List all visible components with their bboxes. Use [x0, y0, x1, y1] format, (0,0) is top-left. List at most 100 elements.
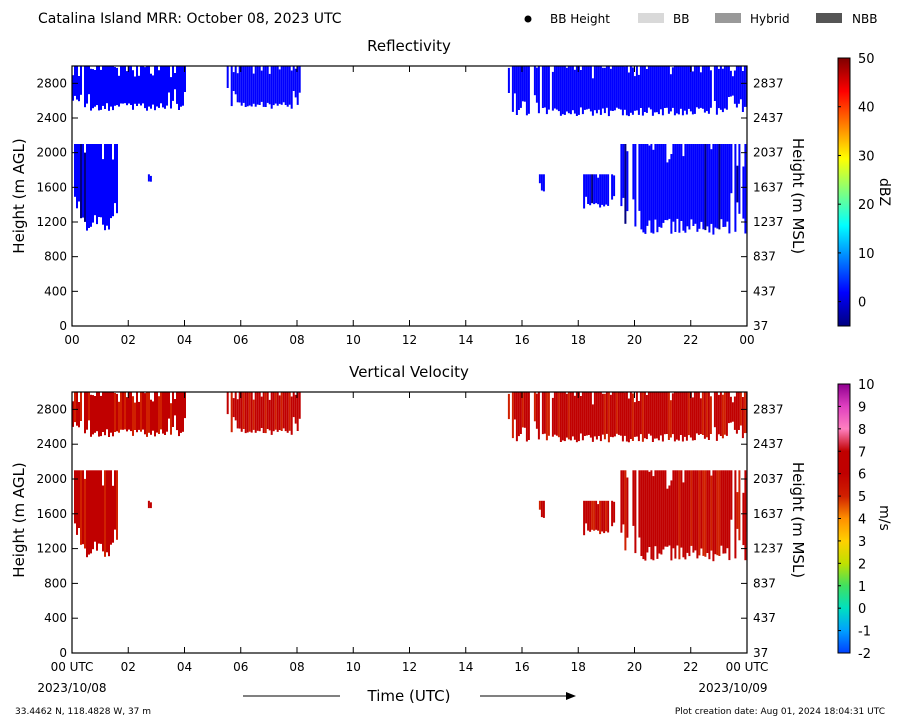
reflectivity-echo-column: [128, 66, 130, 104]
velocity-echo-column: [90, 470, 92, 554]
velocity-y-ticks-right: 37 437 837 1237 1637 2037 2437 2837: [741, 402, 784, 660]
reflectivity-echo-column: [634, 144, 637, 227]
velocity-echo-column: [538, 500, 541, 510]
velocity-echo-column: [662, 470, 665, 550]
velocity-y-tick-label-right: 1637: [753, 507, 784, 521]
reflectivity-y-label-right: Height (m MSL): [789, 138, 807, 254]
reflectivity-y-tick-label-right: 437: [753, 284, 776, 298]
velocity-echo-column: [254, 392, 257, 433]
velocity-echo-column: [553, 392, 556, 435]
velocity-echo-column: [613, 392, 616, 437]
velocity-echo-column: [731, 402, 734, 422]
reflectivity-echo-column: [513, 66, 516, 94]
velocity-echo-column: [238, 392, 241, 429]
velocity-colorbar-tick-label: 3: [858, 535, 866, 550]
reflectivity-echo-column: [296, 66, 299, 105]
velocity-echo-column: [575, 392, 578, 443]
right-arrow-icon: [566, 692, 576, 700]
velocity-echo-column: [118, 401, 120, 433]
reflectivity-echo-column: [637, 74, 640, 115]
reflectivity-colorbar-tick-label: 20: [858, 198, 875, 213]
velocity-echo-column: [739, 392, 742, 426]
reflectivity-echo-column: [164, 66, 166, 109]
velocity-echo-column: [226, 392, 229, 415]
velocity-echo-column: [678, 470, 681, 560]
reflectivity-echo-column: [670, 154, 673, 234]
reflectivity-echo-column: [78, 144, 80, 202]
legend-hybrid-label: Hybrid: [750, 12, 790, 26]
reflectivity-echo-column: [633, 76, 636, 111]
velocity-echo-column: [134, 402, 136, 430]
velocity-echo-column: [689, 392, 692, 438]
bb-height-dot-icon: [524, 15, 532, 23]
reflectivity-echo-column: [226, 66, 229, 88]
velocity-echo-column: [110, 392, 112, 433]
reflectivity-echo-column: [720, 144, 723, 220]
reflectivity-echo-column: [696, 144, 699, 232]
reflectivity-echo-column: [525, 66, 528, 116]
velocity-echo-column: [601, 500, 604, 532]
reflectivity-echo-column: [567, 66, 570, 114]
reflectivity-echo-column: [72, 75, 74, 101]
reflectivity-echo-column: [96, 144, 98, 225]
velocity-echo-column: [541, 392, 544, 435]
velocity-echo-column: [620, 470, 623, 533]
reflectivity-x-tick-label: 00: [739, 333, 754, 347]
reflectivity-echo-column: [533, 66, 536, 96]
velocity-echo-column: [573, 395, 576, 440]
reflectivity-echo-column: [162, 66, 164, 108]
reflectivity-echo-column: [96, 66, 98, 106]
velocity-y-tick-label: 2800: [36, 402, 67, 416]
reflectivity-echo-column: [688, 144, 691, 230]
reflectivity-echo-column: [623, 66, 626, 110]
reflectivity-echo-column: [94, 70, 96, 107]
velocity-data: [72, 392, 747, 562]
velocity-echo-column: [104, 470, 106, 557]
velocity-echo-column: [240, 392, 243, 432]
reflectivity-echo-column: [106, 66, 108, 104]
reflectivity-echo-column: [174, 73, 176, 90]
velocity-echo-column: [599, 500, 602, 535]
velocity-echo-column: [712, 470, 715, 562]
velocity-echo-column: [639, 392, 642, 435]
reflectivity-echo-column: [244, 66, 247, 107]
reflectivity-y-tick-label: 1600: [36, 180, 67, 194]
reflectivity-echo-column: [717, 68, 720, 109]
velocity-echo-column: [533, 392, 536, 422]
velocity-echo-column: [657, 392, 660, 441]
velocity-echo-column: [713, 392, 716, 428]
reflectivity-echo-column: [593, 174, 596, 205]
reflectivity-echo-column: [292, 66, 295, 91]
velocity-echo-column: [716, 470, 719, 556]
reflectivity-echo-column: [176, 66, 178, 104]
reflectivity-echo-column: [94, 144, 96, 216]
reflectivity-echo-column: [242, 66, 245, 103]
velocity-x-tick-label: 18: [571, 660, 586, 674]
legend-nbb-swatch: [816, 13, 842, 23]
reflectivity-echo-column: [124, 66, 126, 104]
reflectivity-colorbar: [837, 57, 851, 327]
reflectivity-echo-column: [88, 144, 90, 228]
reflectivity-y-tick-label: 0: [59, 319, 67, 333]
velocity-echo-column: [583, 392, 586, 436]
velocity-echo-column: [615, 392, 618, 434]
reflectivity-echo-column: [679, 66, 682, 109]
reflectivity-echo-column: [114, 144, 116, 204]
velocity-echo-column: [108, 392, 110, 437]
reflectivity-echo-column: [260, 70, 263, 102]
velocity-echo-column: [717, 394, 720, 435]
velocity-echo-column: [156, 392, 158, 433]
reflectivity-echo-column: [686, 144, 689, 227]
velocity-echo-column: [714, 470, 717, 555]
velocity-echo-column: [184, 392, 186, 419]
velocity-echo-column: [597, 504, 600, 531]
velocity-echo-column: [681, 392, 684, 442]
reflectivity-echo-column: [149, 175, 152, 182]
velocity-echo-column: [148, 392, 150, 433]
reflectivity-echo-column: [86, 66, 88, 104]
velocity-echo-column: [535, 393, 538, 429]
reflectivity-echo-column: [643, 66, 646, 112]
velocity-colorbar-tick-label: 9: [858, 400, 866, 415]
velocity-echo-column: [704, 470, 707, 557]
reflectivity-echo-column: [721, 68, 724, 113]
